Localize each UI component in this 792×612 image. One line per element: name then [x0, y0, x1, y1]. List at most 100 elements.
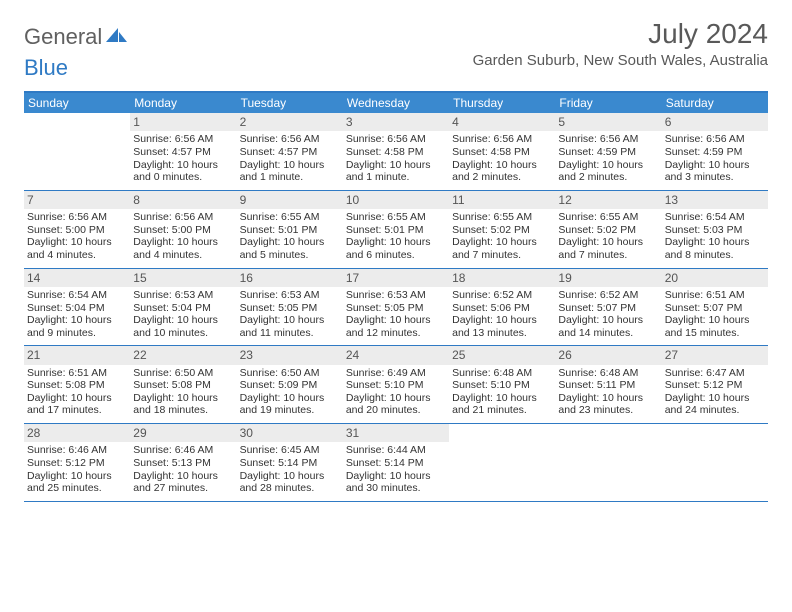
- day-number: 17: [343, 269, 449, 287]
- day-number: [449, 424, 555, 442]
- day-number: 15: [130, 269, 236, 287]
- sunrise-text: Sunrise: 6:52 AM: [452, 289, 552, 302]
- sunset-text: Sunset: 5:05 PM: [346, 302, 446, 315]
- day-cell: 26Sunrise: 6:48 AMSunset: 5:11 PMDayligh…: [555, 346, 661, 423]
- sunrise-text: Sunrise: 6:44 AM: [346, 444, 446, 457]
- weekday-header-row: SundayMondayTuesdayWednesdayThursdayFrid…: [24, 93, 768, 113]
- day-number: 20: [662, 269, 768, 287]
- sunrise-text: Sunrise: 6:46 AM: [133, 444, 233, 457]
- sunset-text: Sunset: 5:07 PM: [558, 302, 658, 315]
- day-number: 4: [449, 113, 555, 131]
- day-cell: 4Sunrise: 6:56 AMSunset: 4:58 PMDaylight…: [449, 113, 555, 190]
- sunrise-text: Sunrise: 6:51 AM: [665, 289, 765, 302]
- sunset-text: Sunset: 5:06 PM: [452, 302, 552, 315]
- weekday-header: Friday: [555, 93, 661, 113]
- weekday-header: Sunday: [24, 93, 130, 113]
- sunset-text: Sunset: 5:04 PM: [133, 302, 233, 315]
- sunrise-text: Sunrise: 6:56 AM: [133, 133, 233, 146]
- sunrise-text: Sunrise: 6:46 AM: [27, 444, 127, 457]
- sunrise-text: Sunrise: 6:50 AM: [240, 367, 340, 380]
- day-cell: 20 Sunrise: 6:51 AMSunset: 5:07 PMDayligh…: [662, 269, 768, 346]
- sunset-text: Sunset: 4:57 PM: [240, 146, 340, 159]
- day-cell: [24, 113, 130, 190]
- sunset-text: Sunset: 5:00 PM: [27, 224, 127, 237]
- sunset-text: Sunset: 5:05 PM: [240, 302, 340, 315]
- day-cell: 8Sunrise: 6:56 AMSunset: 5:00 PMDaylight…: [130, 191, 236, 268]
- sunrise-text: Sunrise: 6:49 AM: [346, 367, 446, 380]
- sunset-text: Sunset: 5:02 PM: [558, 224, 658, 237]
- title-block: July 2024 Garden Suburb, New South Wales…: [473, 18, 768, 69]
- sunset-text: Sunset: 5:12 PM: [27, 457, 127, 470]
- sunset-text: Sunset: 5:07 PM: [665, 302, 765, 315]
- day-cell: 27Sunrise: 6:47 AMSunset: 5:12 PMDayligh…: [662, 346, 768, 423]
- sunrise-text: Sunrise: 6:56 AM: [133, 211, 233, 224]
- calendar-body: 1Sunrise: 6:56 AMSunset: 4:57 PMDaylight…: [24, 113, 768, 502]
- sunrise-text: Sunrise: 6:52 AM: [558, 289, 658, 302]
- daylight-text: Daylight: 10 hours and 25 minutes.: [27, 470, 127, 495]
- sunrise-text: Sunrise: 6:56 AM: [27, 211, 127, 224]
- daylight-text: Daylight: 10 hours and 15 minutes.: [665, 314, 765, 339]
- daylight-text: Daylight: 10 hours and 5 minutes.: [240, 236, 340, 261]
- location-label: Garden Suburb, New South Wales, Australi…: [473, 52, 768, 69]
- day-number: 21: [24, 346, 130, 364]
- sunrise-text: Sunrise: 6:48 AM: [558, 367, 658, 380]
- day-number: 12: [555, 191, 661, 209]
- sunset-text: Sunset: 5:01 PM: [240, 224, 340, 237]
- sunset-text: Sunset: 5:08 PM: [27, 379, 127, 392]
- day-number: [24, 113, 130, 131]
- sunrise-text: Sunrise: 6:54 AM: [665, 211, 765, 224]
- brand-logo: General: [24, 18, 130, 50]
- daylight-text: Daylight: 10 hours and 1 minute.: [240, 159, 340, 184]
- day-number: 3: [343, 113, 449, 131]
- day-number: 6: [662, 113, 768, 131]
- sunset-text: Sunset: 5:03 PM: [665, 224, 765, 237]
- day-cell: 5Sunrise: 6:56 AMSunset: 4:59 PMDaylight…: [555, 113, 661, 190]
- sunset-text: Sunset: 5:04 PM: [27, 302, 127, 315]
- day-number: 18: [449, 269, 555, 287]
- daylight-text: Daylight: 10 hours and 11 minutes.: [240, 314, 340, 339]
- day-cell: 13Sunrise: 6:54 AMSunset: 5:03 PMDayligh…: [662, 191, 768, 268]
- sunrise-text: Sunrise: 6:47 AM: [665, 367, 765, 380]
- daylight-text: Daylight: 10 hours and 7 minutes.: [452, 236, 552, 261]
- day-number: 28: [24, 424, 130, 442]
- day-cell: 6Sunrise: 6:56 AMSunset: 4:59 PMDaylight…: [662, 113, 768, 190]
- daylight-text: Daylight: 10 hours and 0 minutes.: [133, 159, 233, 184]
- brand-sail-icon: [106, 26, 128, 49]
- day-number: 23: [237, 346, 343, 364]
- day-cell: 7 Sunrise: 6:56 AMSunset: 5:00 PMDaylight…: [24, 191, 130, 268]
- day-cell: 22Sunrise: 6:50 AMSunset: 5:08 PMDayligh…: [130, 346, 236, 423]
- sunrise-text: Sunrise: 6:56 AM: [346, 133, 446, 146]
- brand-part2: Blue: [24, 55, 68, 81]
- sunrise-text: Sunrise: 6:55 AM: [452, 211, 552, 224]
- sunrise-text: Sunrise: 6:56 AM: [558, 133, 658, 146]
- day-number: 19: [555, 269, 661, 287]
- day-number: 29: [130, 424, 236, 442]
- day-cell: 29Sunrise: 6:46 AMSunset: 5:13 PMDayligh…: [130, 424, 236, 501]
- daylight-text: Daylight: 10 hours and 17 minutes.: [27, 392, 127, 417]
- sunset-text: Sunset: 4:58 PM: [346, 146, 446, 159]
- sunset-text: Sunset: 5:14 PM: [240, 457, 340, 470]
- sunrise-text: Sunrise: 6:48 AM: [452, 367, 552, 380]
- sunrise-text: Sunrise: 6:55 AM: [346, 211, 446, 224]
- weekday-header: Thursday: [449, 93, 555, 113]
- day-number: 30: [237, 424, 343, 442]
- brand-part1: General: [24, 24, 102, 50]
- sunrise-text: Sunrise: 6:53 AM: [346, 289, 446, 302]
- sunset-text: Sunset: 4:58 PM: [452, 146, 552, 159]
- day-number: [662, 424, 768, 442]
- week-row: 1Sunrise: 6:56 AMSunset: 4:57 PMDaylight…: [24, 113, 768, 191]
- daylight-text: Daylight: 10 hours and 2 minutes.: [558, 159, 658, 184]
- daylight-text: Daylight: 10 hours and 10 minutes.: [133, 314, 233, 339]
- day-cell: 28 Sunrise: 6:46 AMSunset: 5:12 PMDayligh…: [24, 424, 130, 501]
- daylight-text: Daylight: 10 hours and 23 minutes.: [558, 392, 658, 417]
- daylight-text: Daylight: 10 hours and 4 minutes.: [27, 236, 127, 261]
- day-number: 22: [130, 346, 236, 364]
- day-cell: 1Sunrise: 6:56 AMSunset: 4:57 PMDaylight…: [130, 113, 236, 190]
- day-number: 7: [24, 191, 130, 209]
- sunset-text: Sunset: 5:10 PM: [346, 379, 446, 392]
- weekday-header: Saturday: [662, 93, 768, 113]
- day-cell: 10Sunrise: 6:55 AMSunset: 5:01 PMDayligh…: [343, 191, 449, 268]
- day-cell: 25Sunrise: 6:48 AMSunset: 5:10 PMDayligh…: [449, 346, 555, 423]
- sunset-text: Sunset: 4:59 PM: [558, 146, 658, 159]
- sunset-text: Sunset: 5:12 PM: [665, 379, 765, 392]
